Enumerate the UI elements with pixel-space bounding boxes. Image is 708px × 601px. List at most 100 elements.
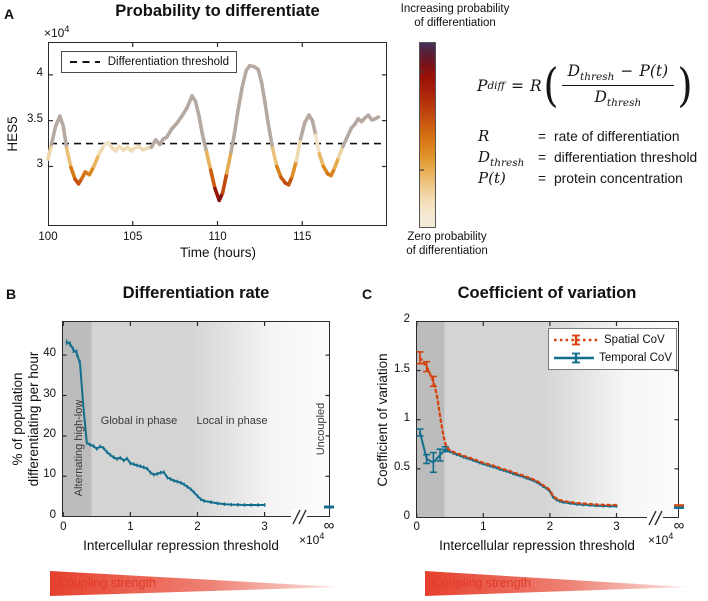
exponent-value: 4 <box>319 531 325 541</box>
colorbar-top-label-line1: Increasing probability <box>400 3 510 15</box>
tick-label: 1 <box>403 411 410 424</box>
tick-label: 40 <box>43 347 56 360</box>
definition-symbol: P(t) <box>478 169 506 187</box>
tick-label: 3.5 <box>27 112 43 125</box>
equation-rate-symbol: R <box>529 76 542 95</box>
panel-b-y-axis-label-line1: % of population <box>10 372 25 466</box>
definition-symbol: R <box>478 127 490 145</box>
tick-label: 0 <box>403 510 410 522</box>
tick-label: 0 <box>413 521 420 533</box>
panel-b-y-axis-label: % of population differentiating per hour <box>10 352 42 487</box>
panel-a-x-axis-label: Time (hours) <box>179 245 256 260</box>
region-label-local-in-phase: Local in phase <box>196 415 268 427</box>
definition-text: differentiation threshold <box>554 150 698 165</box>
coupling-strength-label-b: Coupling strength <box>58 576 156 590</box>
definition-symbol: D <box>478 148 491 166</box>
panel-b-x-exponent: ×104 <box>299 531 324 547</box>
tick-label: 3 <box>261 521 268 533</box>
definition-row: Dthresh = differentiation threshold <box>478 148 697 169</box>
legend-label-spatial-cov: Spatial CoV <box>604 334 665 346</box>
panel-c-infinity-tick: ∞ <box>673 517 685 534</box>
tick-label: 2 <box>194 521 201 533</box>
panel-b-infinity-tick: ∞ <box>323 517 335 534</box>
panel-c-legend: Spatial CoV Temporal CoV <box>548 328 677 370</box>
tick-label: 4 <box>36 66 43 79</box>
equation-numerator: Dthresh − P(t) <box>561 62 675 87</box>
tick-label: 2 <box>546 521 554 533</box>
spatial-cov-line-sample <box>554 334 598 346</box>
exponent-value: 4 <box>668 531 674 541</box>
dashed-threshold-line-sample <box>70 61 100 63</box>
panel-a-title: Probability to differentiate <box>115 2 320 20</box>
equation-equals: = <box>510 76 524 95</box>
panel-b-x-axis-label: Intercellular repression threshold <box>83 538 279 553</box>
exponent-prefix: ×10 <box>44 26 65 40</box>
definition-text: protein concentration <box>554 171 683 186</box>
legend-item-temporal-cov: Temporal CoV <box>553 349 672 367</box>
legend-label-temporal-cov: Temporal CoV <box>599 352 672 364</box>
tick-label: 0 <box>49 508 56 521</box>
panel-c-x-axis-label: Intercellular repression threshold <box>439 538 635 553</box>
colorbar-bottom-label-line1: Zero probability <box>407 231 487 243</box>
definition-equals: = <box>538 129 547 144</box>
region-label-global-in-phase: Global in phase <box>100 415 178 427</box>
tick-label: 100 <box>38 231 58 243</box>
panel-a-legend-label: Differentiation threshold <box>107 56 229 68</box>
legend-item-spatial-cov: Spatial CoV <box>553 331 672 349</box>
tick-label: 0 <box>60 521 67 533</box>
tick-label: 30 <box>43 387 56 400</box>
exponent-prefix: ×10 <box>648 533 669 547</box>
equation-close-paren: ) <box>677 58 693 113</box>
colorbar-top-label-line2: of differentiation <box>414 16 496 29</box>
exponent-value: 4 <box>64 24 70 34</box>
denominator-d: D <box>594 88 607 107</box>
temporal-cov-line-sample <box>554 352 595 364</box>
equation-denominator: Dthresh <box>594 86 641 109</box>
equation-open-paren: ( <box>542 58 559 113</box>
panel-a-y-axis-label: HES5 <box>5 116 20 152</box>
panel-a-legend: Differentiation threshold <box>61 51 237 73</box>
numerator-d-subscript: thresh <box>580 71 615 84</box>
panel-b-y-axis-label-line2: differentiating per hour <box>26 351 41 487</box>
definition-text: rate of differentiation <box>554 129 680 144</box>
panel-a-y-exponent: ×104 <box>44 24 69 40</box>
panel-c-y-axis-label: Coefficient of variation <box>375 353 390 487</box>
definition-row: R = rate of differentiation <box>478 127 697 148</box>
definition-equals: = <box>538 150 547 165</box>
numerator-pt: P(t) <box>639 62 669 80</box>
tick-label: 3 <box>36 158 43 171</box>
definition-equals: = <box>538 171 547 186</box>
colorbar-bottom-label-line2: of differentiation <box>406 244 488 257</box>
tick-label: 115 <box>293 231 312 243</box>
panel-b-title: Differentiation rate <box>122 284 270 302</box>
exponent-prefix: ×10 <box>299 533 320 547</box>
panel-b-letter: B <box>6 286 17 302</box>
definition-symbol-subscript: thresh <box>490 157 525 169</box>
equation-lhs-subscript: diff <box>487 79 505 92</box>
region-label-alternating-high-low: Alternating high-low <box>73 399 85 497</box>
equation-lhs: P <box>477 76 488 95</box>
tick-label: 20 <box>43 427 56 440</box>
tick-label: 1 <box>127 521 134 533</box>
colorbar <box>419 42 436 228</box>
denominator-d-subscript: thresh <box>606 97 642 110</box>
equation-fraction: Dthresh − P(t) Dthresh <box>561 62 675 109</box>
panel-c-letter: C <box>362 286 373 302</box>
region-label-uncoupled: Uncoupled <box>315 402 327 456</box>
colorbar-top-label: Increasing probability of differentiatio… <box>386 3 524 30</box>
coupling-strength-label-c: Coupling strength <box>433 576 531 590</box>
tick-label: 2 <box>403 313 410 326</box>
tick-label: 3 <box>613 521 620 533</box>
numerator-d: D <box>567 62 581 80</box>
tick-label: 10 <box>43 468 56 481</box>
minus-sign: − <box>620 62 634 80</box>
tick-label: 1.5 <box>394 362 410 375</box>
definition-row: P(t) = protein concentration <box>478 169 697 190</box>
panel-a-letter: A <box>4 6 15 22</box>
panel-c-x-exponent: ×104 <box>648 531 673 547</box>
tick-label: 0.5 <box>394 460 410 473</box>
tick-label: 1 <box>480 521 487 533</box>
tick-label: 105 <box>123 231 143 243</box>
